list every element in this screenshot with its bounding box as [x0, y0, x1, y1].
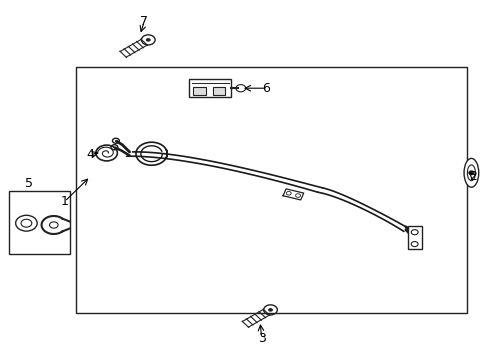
- Text: 2: 2: [468, 170, 476, 183]
- Text: 4: 4: [86, 148, 94, 161]
- Text: 7: 7: [140, 15, 148, 28]
- Circle shape: [145, 38, 150, 42]
- Ellipse shape: [467, 165, 474, 181]
- Text: 6: 6: [262, 82, 270, 95]
- Circle shape: [267, 308, 272, 312]
- Circle shape: [468, 171, 473, 175]
- Bar: [193, 87, 205, 95]
- Bar: [189, 79, 231, 97]
- Bar: [76, 67, 466, 313]
- Text: 1: 1: [61, 195, 68, 208]
- Ellipse shape: [463, 158, 478, 187]
- Bar: [212, 87, 225, 95]
- Text: 5: 5: [25, 177, 33, 190]
- Text: 3: 3: [257, 332, 265, 345]
- Bar: [407, 226, 421, 249]
- Bar: [9, 191, 70, 254]
